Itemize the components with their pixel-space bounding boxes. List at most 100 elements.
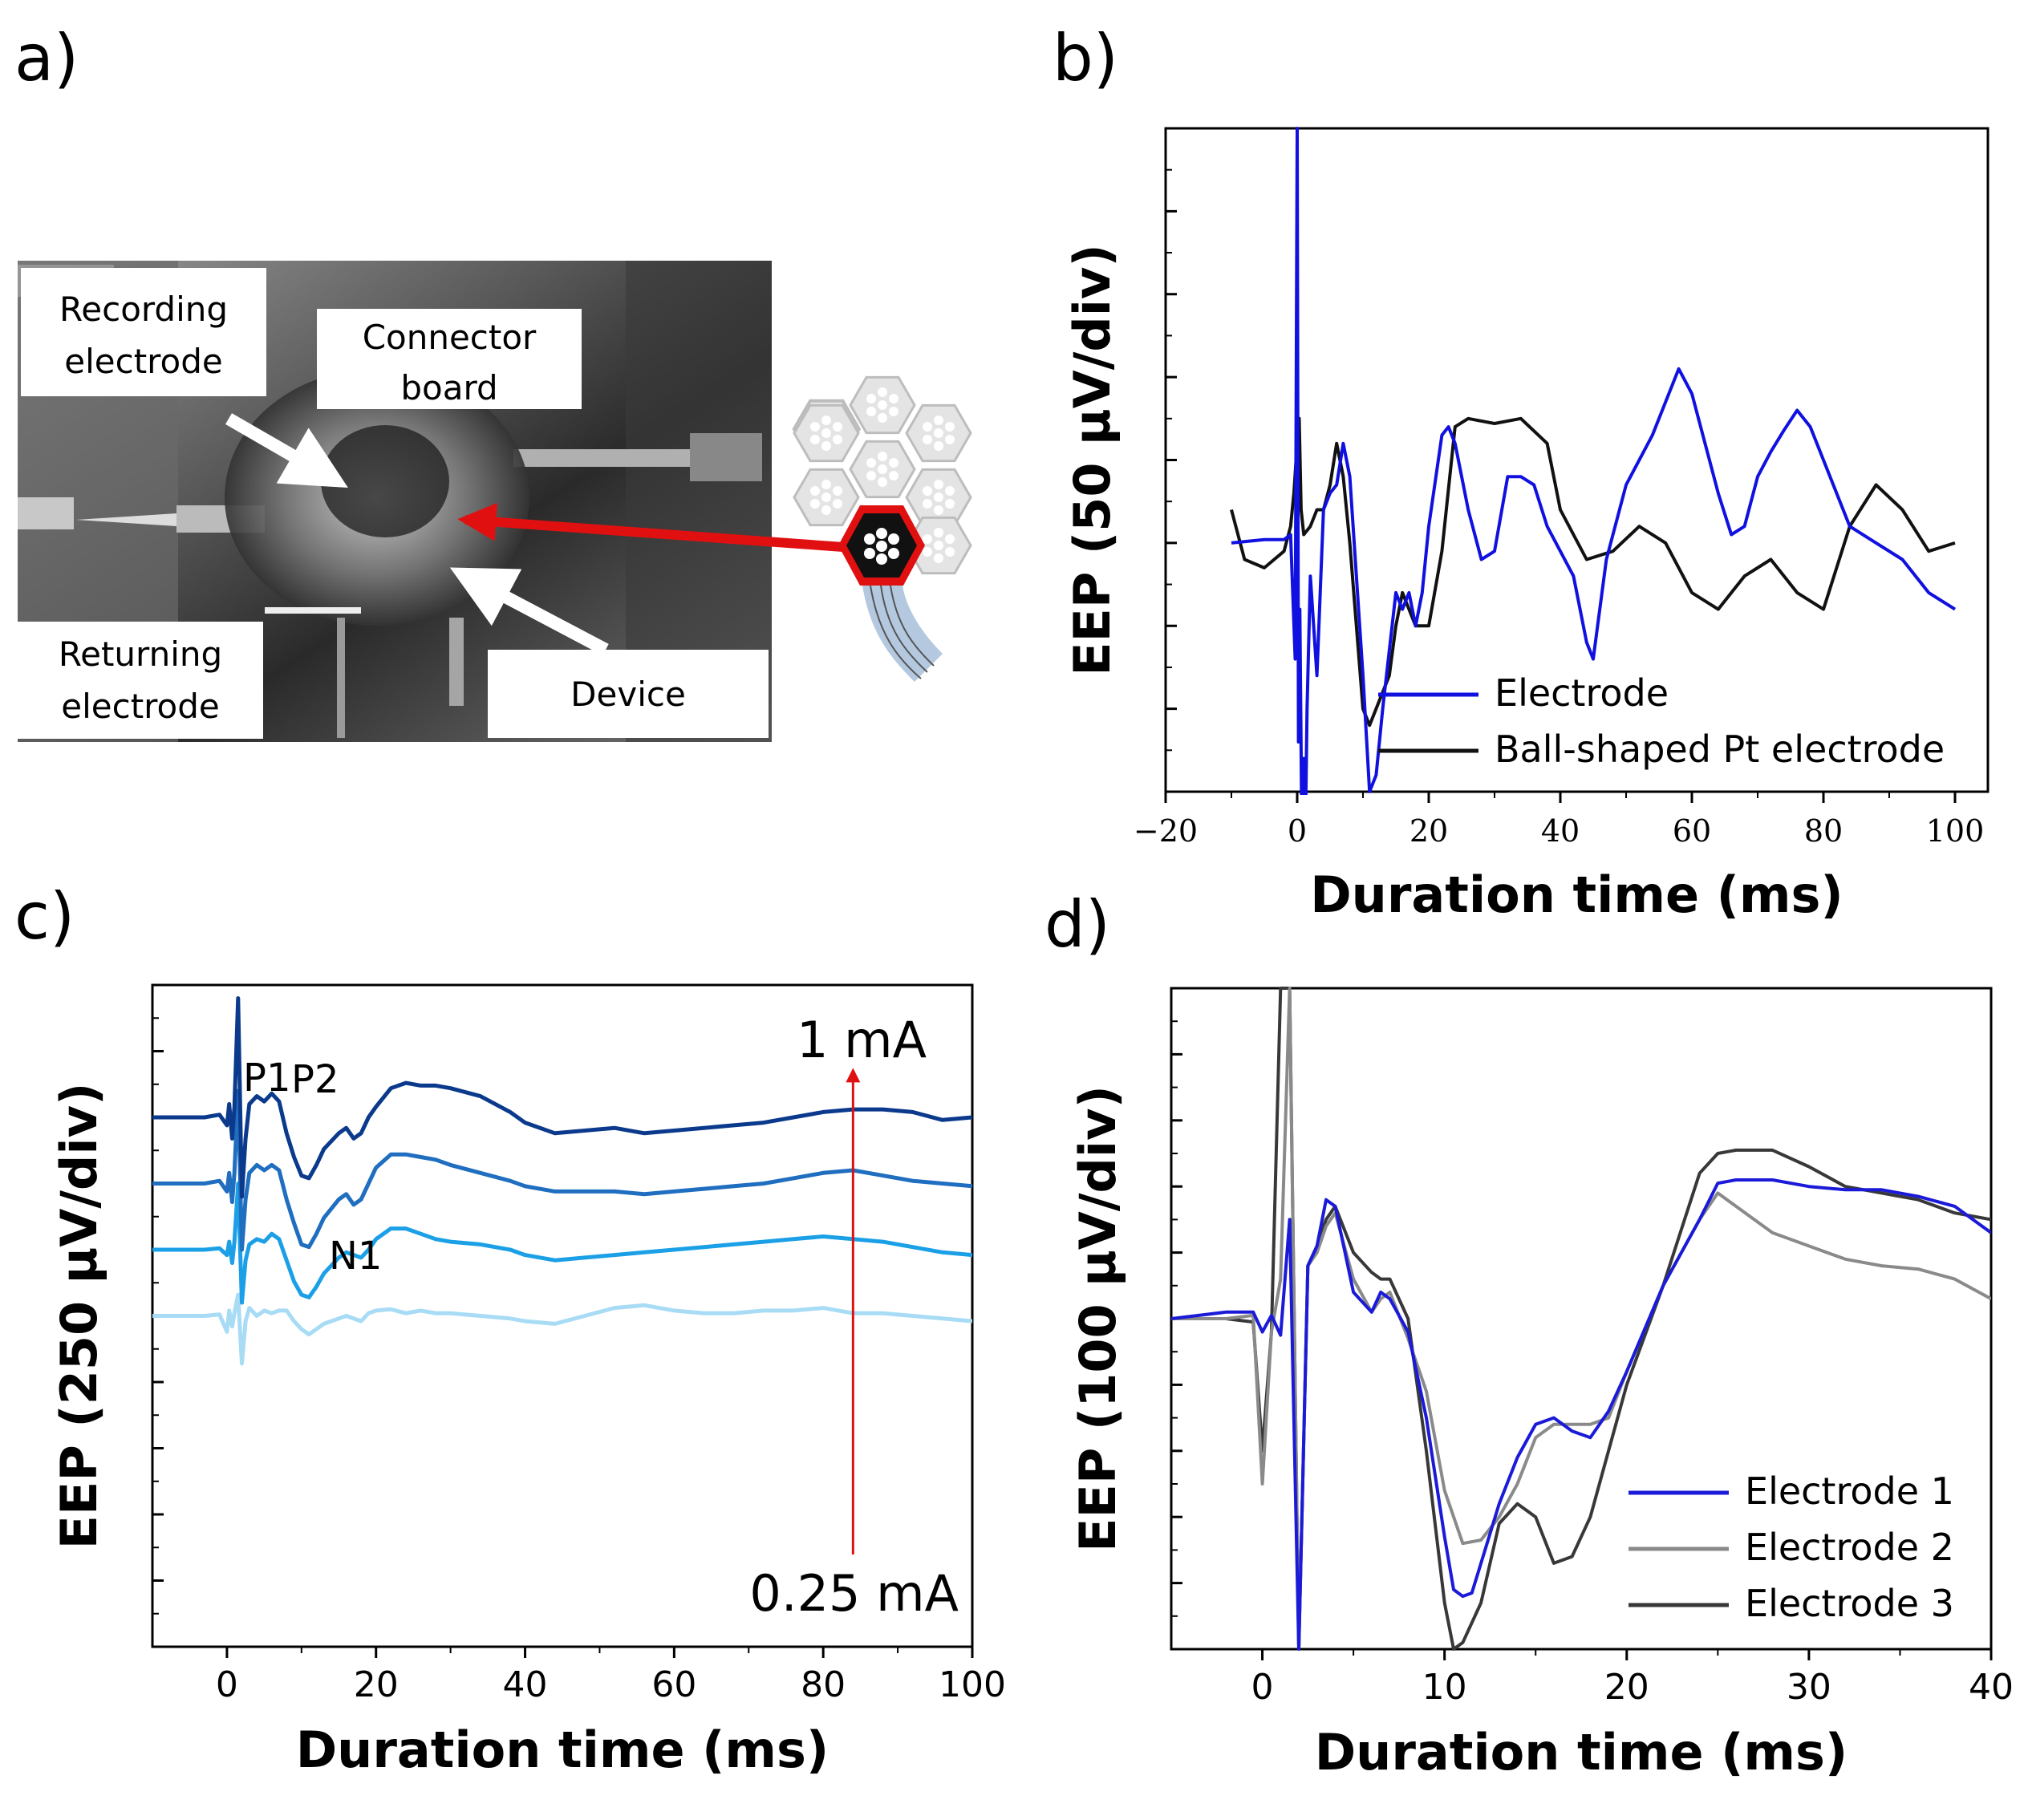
svg-text:Recording: Recording [59,290,228,329]
x-axis-title: Duration time (ms) [1315,1723,1848,1781]
hex-dot [923,534,932,544]
device-arrow [449,567,609,656]
hex-dot [821,505,831,515]
hex-dot [866,458,876,468]
hex-dot [889,458,898,468]
hex-dot [934,480,943,489]
x-tick-label: 60 [1673,813,1711,849]
red-pointer-arrow [457,502,855,553]
x-tick-label: 0 [1251,1667,1274,1708]
hex-dot [923,435,932,444]
ribbon-cable [862,586,943,682]
connector-arrow [225,413,348,488]
hex-dot [810,499,820,509]
hex-dot [866,394,876,403]
hex-dot [934,441,943,451]
panel-a: a) Recording electrode Co [14,21,972,742]
x-axis-title: Duration time (ms) [1310,865,1844,924]
current-label-bottom: 0.25 mA [749,1564,959,1623]
series-line-0.25-mA [152,1292,972,1366]
hex-dot [866,471,876,480]
hex-dot [923,422,932,432]
panel-b-letter: b) [1053,21,1118,95]
legend-entry: Electrode 1 [1745,1469,1954,1513]
hex-dot [810,435,820,444]
hex-dot [934,415,943,425]
hex-dot [833,435,842,444]
hex-dot [923,499,932,509]
hex-dot [934,553,943,563]
series-line-0.5-mA [152,1182,972,1305]
hex-dot [878,400,887,410]
legend-entry: Electrode 2 [1745,1526,1954,1569]
hex-dot [878,464,887,474]
svg-text:electrode: electrode [61,687,219,726]
x-tick-label: 100 [1926,813,1985,849]
x-tick-label: 20 [1409,813,1448,849]
hex-dot [878,477,887,487]
panel-a-letter: a) [14,21,79,95]
svg-text:electrode: electrode [64,342,222,381]
hex-dot [945,534,955,544]
recording-electrode-label: Recording electrode [21,268,266,396]
series-line-electrode-1 [1171,1178,1991,1651]
hex-dot [889,471,898,480]
x-tick-label: 40 [1541,813,1580,849]
hex-dot [810,422,820,432]
x-tick-label: 0 [1288,813,1307,849]
x-axis-title: Duration time (ms) [296,1721,829,1779]
hex-dot [833,422,842,432]
hex-dot [945,422,955,432]
panel-c-chart: c) 0 20 40 60 80 100 Duration time (ms) EEP (250… [14,879,1006,1779]
hex-dot [945,547,955,557]
peak-label-n1: N1 [329,1234,382,1279]
hex-dot [821,415,831,425]
series-line-1-mA [152,996,972,1199]
x-tick-label: 0 [216,1664,238,1705]
series-line-electrode [1231,127,1957,795]
x-tick-label: 20 [1604,1667,1649,1708]
hex-dot [821,492,831,502]
series-line-electrode-2 [1171,987,1991,1651]
legend-entry: Electrode 3 [1745,1582,1954,1625]
hex-dot [923,547,932,557]
svg-text:Connector: Connector [363,318,537,357]
hex-dot [821,428,831,438]
panel-b-chart: b) −20 0 20 40 60 80 100 Duration time (ms) EEP (… [1053,21,1990,924]
x-tick-label: 30 [1787,1667,1831,1708]
y-axis-title: EEP (100 µV/div) [1069,1085,1127,1552]
x-tick-label: 60 [651,1664,696,1705]
hex-dot [866,407,876,416]
hex-dot [833,499,842,509]
x-tick-label: 40 [503,1664,548,1705]
svg-text:board: board [400,368,497,407]
hex-dot [945,486,955,496]
hex-dot [821,441,831,451]
hex-dot [934,428,943,438]
hex-dot [889,407,898,416]
hex-dot [878,413,887,423]
panel-c-letter: c) [14,879,75,954]
hex-dot [821,480,831,489]
y-axis-title: EEP (250 µV/div) [50,1083,108,1550]
panel-d-letter: d) [1044,887,1110,962]
svg-text:Returning: Returning [59,634,222,674]
x-tick-label: 10 [1422,1667,1467,1708]
x-tick-label: 100 [939,1664,1006,1705]
hex-dot [878,387,887,397]
y-axis-title: EEP (50 µV/div) [1063,244,1122,676]
hex-dot [833,486,842,496]
hex-dot [889,394,898,403]
electrode-array-schematic [457,375,972,682]
legend-entry: Ball-shaped Pt electrode [1495,728,1945,771]
panel-d-chart: d) 0 10 20 30 40 Duration time (ms) EEP (100 µV… [1044,887,2014,1781]
series-line-ball-pt [1230,416,1956,728]
peak-label-p2: P2 [291,1057,339,1102]
experiment-photo: Recording electrode Connector board Retu… [18,261,772,742]
hex-dot [810,486,820,496]
connector-board-label: Connector board [317,309,582,409]
svg-text:Device: Device [570,675,686,714]
x-tick-label: −20 [1134,813,1198,849]
hex-dot [934,505,943,515]
x-tick-label: 80 [801,1664,846,1705]
